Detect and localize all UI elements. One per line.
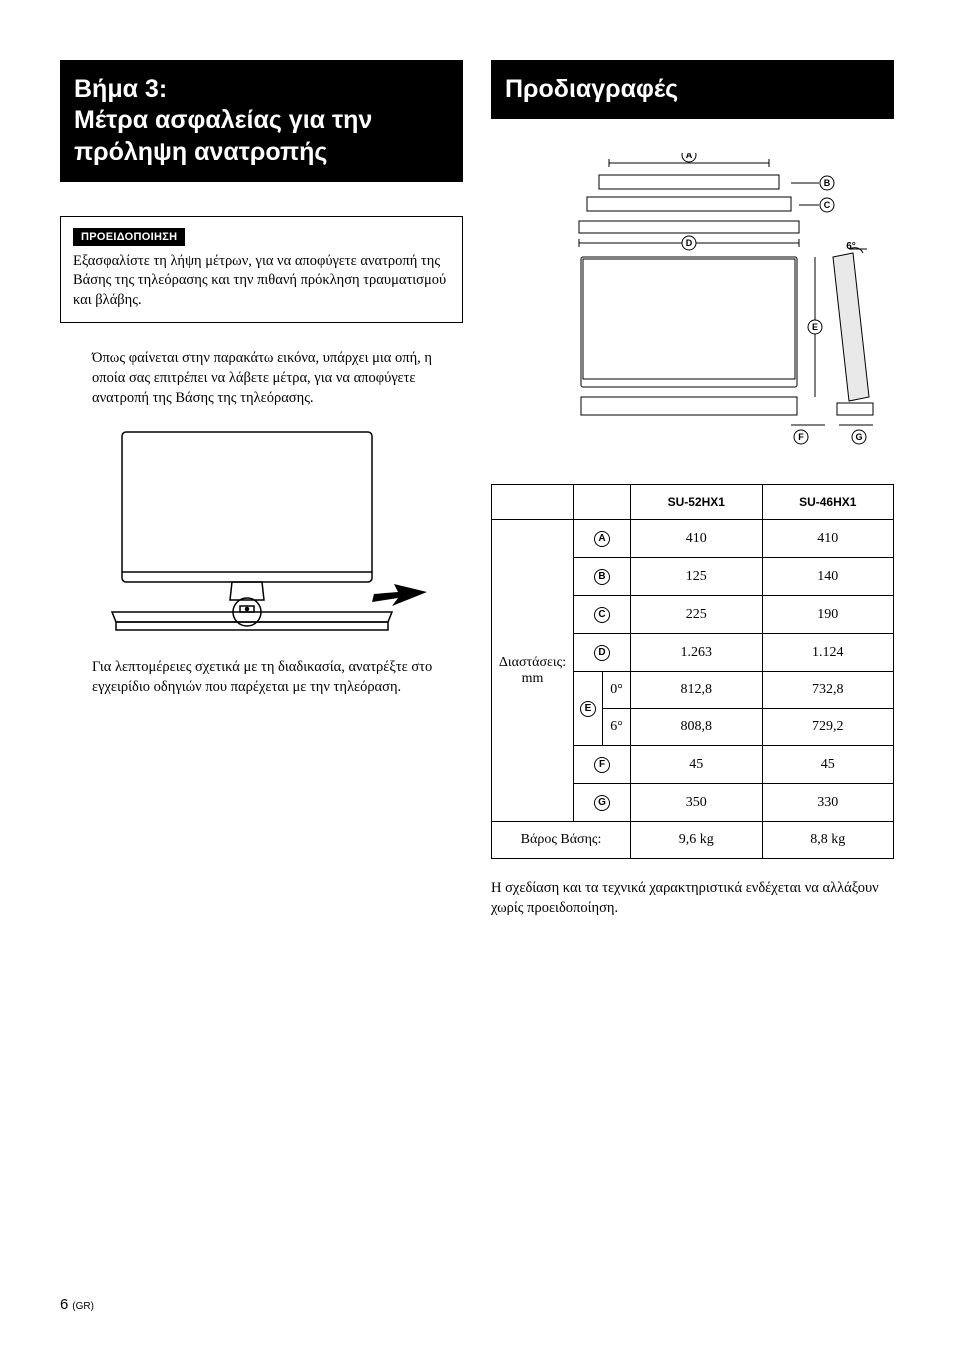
svg-text:F: F [798,432,804,442]
val-F-2: 45 [762,746,894,784]
table-row: Βάρος Βάσης: 9,6 kg 8,8 kg [492,822,894,859]
svg-text:D: D [686,238,693,248]
val-G-1: 350 [631,784,763,822]
key-B: B [594,569,610,585]
key-C: C [594,607,610,623]
spec-table: SU-52HX1 SU-46HX1 Διαστάσεις: mm A 410 4… [491,484,894,859]
spec-heading: Προδιαγραφές [491,60,894,119]
table-row: Διαστάσεις: mm A 410 410 [492,520,894,558]
val-E6-2: 729,2 [762,709,894,746]
val-D-1: 1.263 [631,634,763,672]
val-A-1: 410 [631,520,763,558]
key-D: D [594,645,610,661]
paragraph-1: Όπως φαίνεται στην παρακάτω εικόνα, υπάρ… [92,349,459,408]
model-col-2: SU-46HX1 [762,485,894,520]
val-G-2: 330 [762,784,894,822]
key-G: G [594,795,610,811]
disclaimer: Η σχεδίαση και τα τεχνικά χαρακτηριστικά… [491,879,894,918]
arrow-icon [372,584,427,606]
val-E0-1: 812,8 [631,672,763,709]
val-C-1: 225 [631,596,763,634]
svg-text:E: E [812,322,818,332]
key-F: F [594,757,610,773]
val-D-2: 1.124 [762,634,894,672]
val-E0-2: 732,8 [762,672,894,709]
right-column: Προδιαγραφές [491,60,894,918]
warning-label: ΠΡΟΕΙΔΟΠΟΙΗΣΗ [73,228,185,246]
val-B-2: 140 [762,558,894,596]
key-E: E [580,701,596,717]
weight-1: 9,6 kg [631,822,763,859]
weight-label: Βάρος Βάσης: [492,822,631,859]
svg-text:B: B [824,178,831,188]
sub-E-0: 0° [603,672,631,709]
weight-2: 8,8 kg [762,822,894,859]
svg-text:G: G [855,432,862,442]
warning-box: ΠΡΟΕΙΔΟΠΟΙΗΣΗ Εξασφαλίστε τη λήψη μέτρων… [60,216,463,324]
step-heading: Βήμα 3: Μέτρα ασφαλείας για την πρόληψη … [60,60,463,182]
val-E6-1: 808,8 [631,709,763,746]
dimension-diagram: A B C D E F G 6° [539,153,894,458]
paragraph-2: Για λεπτομέρειες σχετικά με τη διαδικασί… [92,658,459,697]
svg-text:A: A [686,153,693,160]
key-A: A [594,531,610,547]
tv-stand-illustration [92,422,463,642]
warning-text: Εξασφαλίστε τη λήψη μέτρων, για να αποφύ… [73,252,450,311]
val-A-2: 410 [762,520,894,558]
svg-text:C: C [824,200,831,210]
model-col-1: SU-52HX1 [631,485,763,520]
table-row: SU-52HX1 SU-46HX1 [492,485,894,520]
val-C-2: 190 [762,596,894,634]
val-F-1: 45 [631,746,763,784]
left-column: Βήμα 3: Μέτρα ασφαλείας για την πρόληψη … [60,60,463,918]
page-number: 6 (GR) [60,1296,94,1313]
dimensions-label: Διαστάσεις: mm [492,520,574,822]
val-B-1: 125 [631,558,763,596]
sub-E-6: 6° [603,709,631,746]
tilt-label: 6° [846,241,856,252]
